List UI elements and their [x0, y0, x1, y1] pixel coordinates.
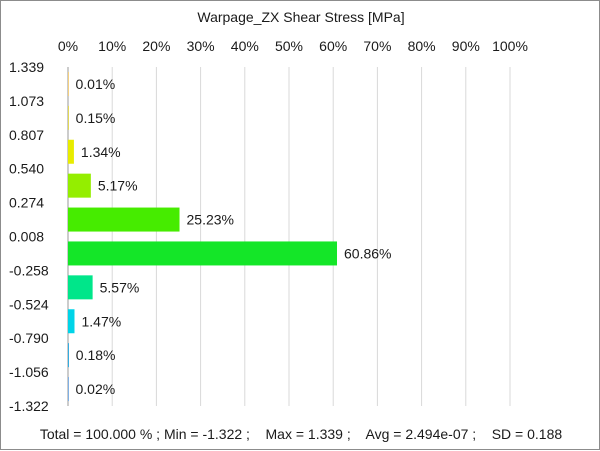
histogram-bar: [68, 105, 69, 130]
x-tick-label: 90%: [452, 38, 480, 54]
y-tick-label: -0.258: [9, 262, 49, 278]
x-tick-label: 60%: [319, 38, 347, 54]
y-tick-label: 0.274: [9, 195, 44, 211]
y-tick-label: -0.790: [9, 330, 49, 346]
x-tick-label: 10%: [98, 38, 126, 54]
bar-value-label: 1.47%: [81, 313, 121, 329]
x-tick-label: 80%: [408, 38, 436, 54]
x-tick-label: 70%: [363, 38, 391, 54]
statistics-summary: Total = 100.000 % ; Min = -1.322 ; Max =…: [39, 426, 563, 442]
y-tick-label: 0.540: [9, 161, 44, 177]
histogram-bar: [68, 275, 93, 300]
x-tick-label: 20%: [142, 38, 170, 54]
x-tick-label: 0%: [58, 38, 78, 54]
y-tick-label: -0.524: [9, 296, 49, 312]
histogram-bar: [68, 377, 69, 402]
x-tick-label: 40%: [231, 38, 259, 54]
x-tick-label: 50%: [275, 38, 303, 54]
bar-value-label: 5.57%: [100, 279, 140, 295]
x-tick-label: 30%: [187, 38, 215, 54]
bar-value-label: 25.23%: [187, 212, 234, 228]
chart-title: Warpage_ZX Shear Stress [MPa]: [197, 9, 405, 25]
bar-value-label: 0.15%: [76, 110, 116, 126]
histogram-bar: [68, 309, 75, 334]
y-tick-label: 1.339: [9, 59, 44, 75]
y-tick-label: -1.322: [9, 398, 49, 414]
histogram-bar: [68, 207, 180, 232]
bar-value-label: 0.18%: [76, 347, 116, 363]
histogram-bar: [68, 241, 338, 266]
y-tick-label: -1.056: [9, 364, 49, 380]
histogram-bar: [68, 173, 91, 198]
bar-value-label: 5.17%: [98, 178, 138, 194]
bar-value-label: 0.01%: [76, 76, 116, 92]
histogram-bar: [68, 343, 69, 368]
bar-value-label: 0.02%: [76, 381, 116, 397]
x-tick-label: 100%: [492, 38, 528, 54]
histogram-bar: [68, 71, 69, 96]
histogram-bar: [68, 139, 74, 164]
bar-value-label: 60.86%: [344, 245, 391, 261]
y-tick-label: 1.073: [9, 93, 44, 109]
bar-value-label: 1.34%: [81, 144, 121, 160]
y-tick-label: 0.008: [9, 229, 44, 245]
y-tick-label: 0.807: [9, 127, 44, 143]
